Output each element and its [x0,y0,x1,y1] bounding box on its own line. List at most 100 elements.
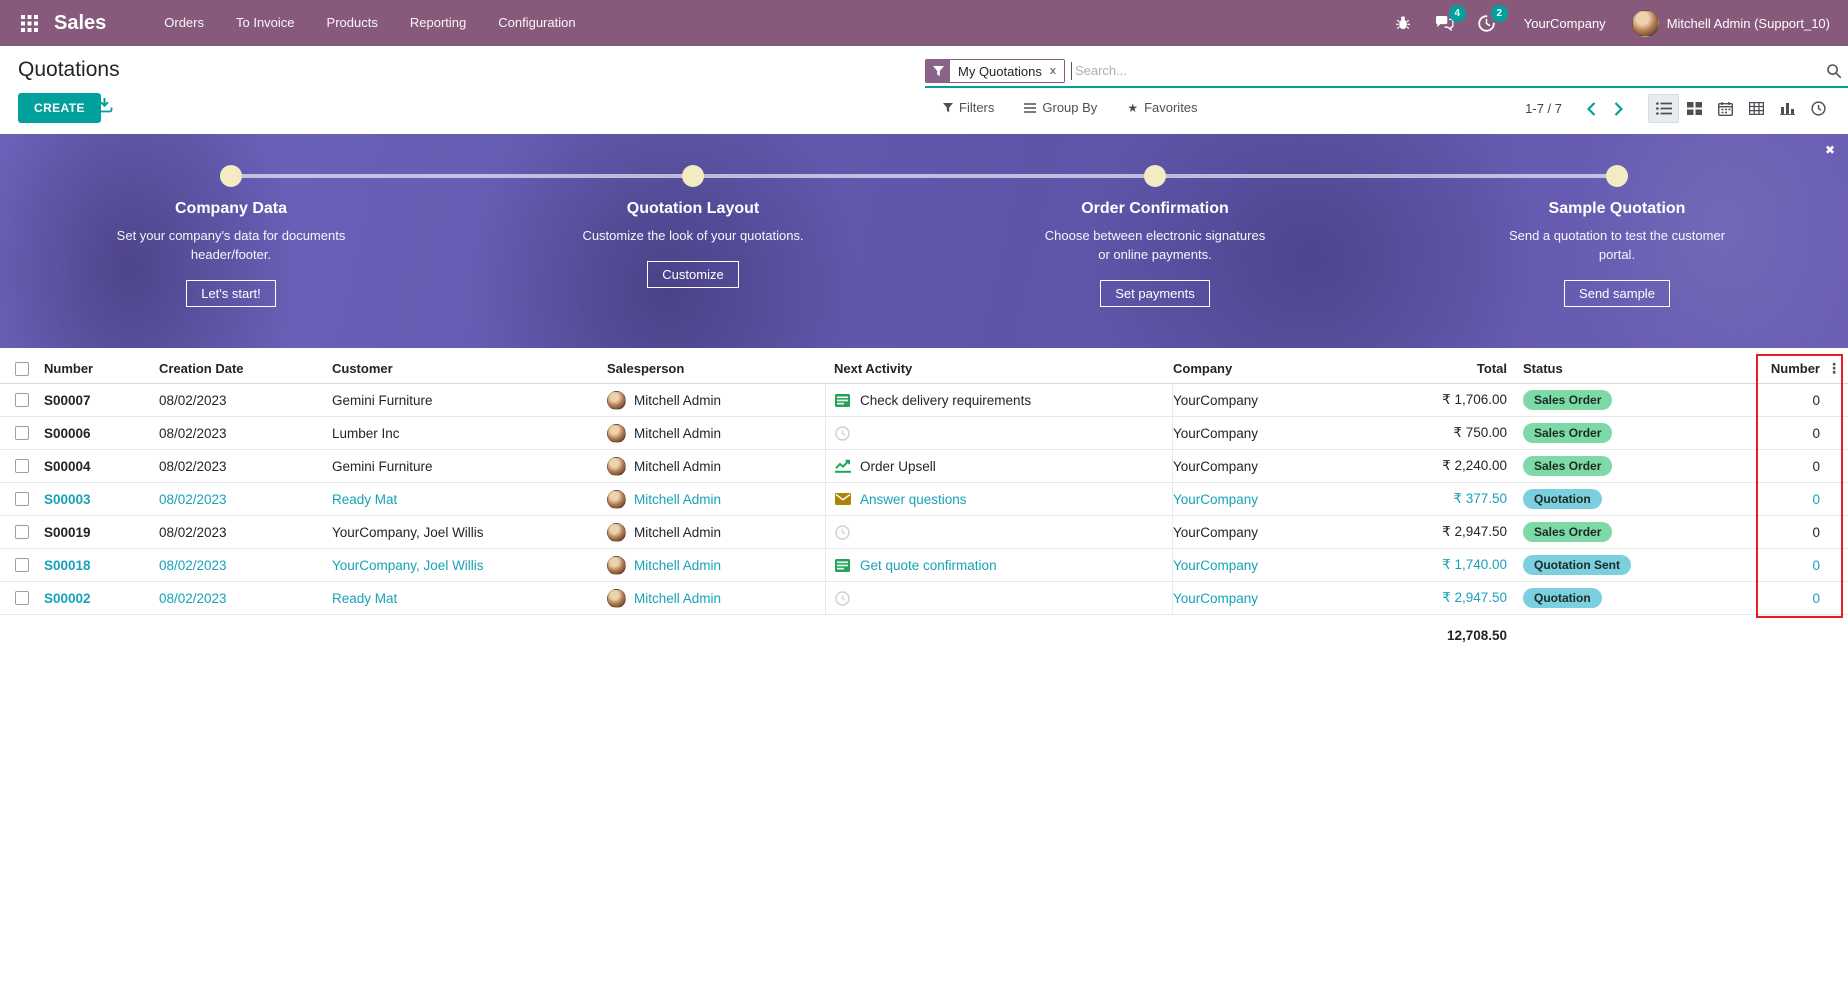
table-row[interactable]: S00002 08/02/2023 Ready Mat Mitchell Admin Y… [0,582,1848,615]
search-bar: My Quotations x Search... [925,56,1848,88]
search-input[interactable]: Search... [1070,62,1818,80]
col-header-customer[interactable]: Customer [332,361,393,376]
salesperson-name: Mitchell Admin [634,557,722,573]
facet-label: My Quotations [958,63,1042,79]
cell-next-activity: Order Upsell [825,450,1173,482]
clock-activity-icon[interactable] [834,590,851,606]
table-row[interactable]: S00004 08/02/2023 Gemini Furniture Mitchell… [0,450,1848,483]
pivot-view-icon[interactable] [1741,94,1772,123]
nav-menu-orders[interactable]: Orders [164,15,204,30]
top-navbar: Sales Orders To Invoice Products Reporting C… [0,0,1848,46]
cell-next-activity [825,417,1173,449]
filters-button[interactable]: Filters [943,100,994,115]
salesperson-name: Mitchell Admin [634,491,722,507]
select-all-checkbox[interactable] [15,361,29,376]
step-description: Set your company's data for documents he… [116,228,346,262]
cell-number-count: 0 [1812,425,1820,441]
cell-number: S00007 [44,392,91,408]
company-switcher[interactable]: YourCompany [1523,15,1606,31]
graph-view-icon[interactable] [1772,94,1803,123]
nav-menu-to-invoice[interactable]: To Invoice [236,15,295,30]
row-checkbox[interactable] [15,591,29,605]
cell-creation-date: 08/02/2023 [159,557,227,573]
email-activity-icon[interactable] [834,493,851,505]
pager-range: 1-7 / 7 [1525,101,1562,116]
onboarding-banner: Company Data Set your company's data for … [0,134,1848,348]
kanban-view-icon[interactable] [1679,94,1710,123]
app-title[interactable]: Sales [54,11,107,34]
table-row[interactable]: S00018 08/02/2023 YourCompany, Joel Willis… [0,549,1848,582]
calendar-view-icon[interactable] [1710,94,1741,123]
favorites-button[interactable]: ★ Favorites [1127,100,1197,115]
status-badge: Sales Order [1523,456,1613,476]
nav-menu-configuration[interactable]: Configuration [498,15,576,30]
clock-activity-icon[interactable] [834,425,851,441]
col-header-salesperson[interactable]: Salesperson [607,361,685,376]
row-checkbox[interactable] [15,492,29,506]
col-header-number[interactable]: Number [44,361,94,376]
col-header-next-activity[interactable]: Next Activity [834,361,913,376]
optional-columns-icon[interactable]: ⋮ [1827,360,1841,376]
salesperson-avatar [607,588,626,608]
group-by-button[interactable]: Group By [1024,100,1097,115]
row-checkbox[interactable] [15,426,29,440]
create-button[interactable]: CREATE [18,93,101,123]
table-row[interactable]: S00007 08/02/2023 Gemini Furniture Mitchell… [0,384,1848,417]
tasks-activity-icon[interactable] [834,558,851,572]
step-dot [1144,165,1166,187]
step-title: Quotation Layout [626,200,760,217]
step-action-button[interactable]: Set payments [1100,279,1210,307]
export-download-icon[interactable] [96,97,113,118]
cell-customer: Gemini Furniture [332,458,433,474]
facet-remove-icon[interactable]: x [1049,65,1056,77]
step-action-button[interactable]: Send sample [1564,279,1670,307]
pager-next-icon[interactable] [1605,98,1632,120]
search-icon[interactable] [1826,63,1842,79]
table-row[interactable]: S00003 08/02/2023 Ready Mat Mitchell Admin A… [0,483,1848,516]
activities-clock-icon[interactable]: 2 [1472,5,1508,38]
cell-company: YourCompany [1173,491,1259,507]
user-menu[interactable]: Mitchell Admin (Support_10) [1631,9,1830,37]
row-checkbox[interactable] [15,558,29,572]
debug-bug-icon[interactable] [1388,8,1418,38]
col-header-creation-date[interactable]: Creation Date [159,361,244,376]
step-title: Company Data [174,200,288,217]
col-header-number-count[interactable]: Number [1770,361,1820,376]
col-header-total[interactable]: Total [1476,361,1507,376]
nav-menu-products[interactable]: Products [326,15,378,30]
clock-activity-icon[interactable] [834,524,851,540]
cell-creation-date: 08/02/2023 [159,491,227,507]
control-panel: Quotations CREATE My Quotations x Search… [0,46,1848,134]
step-action-button[interactable]: Let's start! [186,279,276,307]
search-facet: My Quotations x [925,59,1065,83]
cell-total: ₹ 750.00 [1453,425,1507,440]
list-view-icon[interactable] [1648,94,1679,123]
onboarding-step: Quotation Layout Customize the look of yo… [462,134,924,348]
cell-next-activity [825,582,1173,614]
step-action-button[interactable]: Customize [647,260,739,288]
activity-view-icon[interactable] [1803,94,1834,123]
messages-icon[interactable]: 4 [1430,5,1466,38]
tasks-activity-icon[interactable] [834,393,851,407]
col-header-company[interactable]: Company [1173,361,1233,376]
table-footer-row: 12,708.50 [0,615,1848,655]
table-row[interactable]: S00006 08/02/2023 Lumber Inc Mitchell Admin… [0,417,1848,450]
col-header-status[interactable]: Status [1523,361,1563,376]
table-row[interactable]: S00019 08/02/2023 YourCompany, Joel Willis… [0,516,1848,549]
row-checkbox[interactable] [15,393,29,407]
activity-label: Order Upsell [860,458,936,474]
banner-close-icon[interactable]: ✖ [1824,143,1835,157]
salesperson-name: Mitchell Admin [634,458,722,474]
upsell-chart-icon[interactable] [834,459,851,473]
row-checkbox[interactable] [15,525,29,539]
favorites-label: Favorites [1144,100,1198,115]
cell-company: YourCompany [1173,458,1259,474]
row-checkbox[interactable] [15,459,29,473]
apps-grid-icon[interactable] [14,8,44,38]
pager-previous-icon[interactable] [1578,98,1605,120]
cell-salesperson: Mitchell Admin [607,522,825,542]
cell-number: S00002 [44,590,91,606]
activities-badge: 2 [1490,5,1508,22]
nav-menu-reporting[interactable]: Reporting [409,15,467,30]
page-title: Quotations [18,58,120,81]
